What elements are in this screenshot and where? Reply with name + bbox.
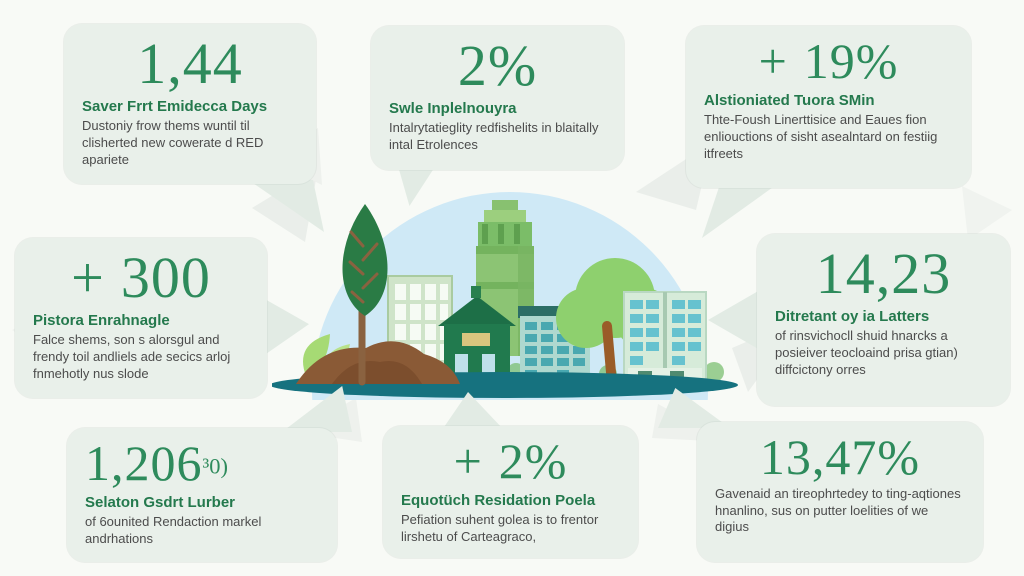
stat-desc: of rinsvichocll shuid hnarcks a posieive… (775, 328, 958, 377)
stat-number: 14,23 (815, 241, 952, 306)
pine-tree (342, 204, 388, 386)
stat-desc: Intalrytatieglity redfishelits in blaita… (389, 120, 599, 153)
stat-heading: Pistora Enrahnagle (33, 312, 170, 330)
stat-desc: Falce shems, son s alorsgul and frendy t… (33, 332, 231, 381)
stat-heading: Ditretant oy ia Latters (775, 308, 930, 326)
stat-bubble-bottom-right: 13,47% Gavenaid an tireophrtedey to ting… (697, 422, 983, 562)
stat-desc: Pefiation suhent golea is to frentor lir… (401, 512, 599, 544)
stat-bubble-bottom-center: +2% Equotüch Residation Poela Pefiation … (383, 426, 638, 558)
stat-desc: Thte-Foush Linerttisice and Eaues fion e… (704, 112, 938, 161)
stat-number: 13,47% (759, 429, 921, 485)
stat-number: 2% (457, 33, 538, 98)
stat-heading: Swle Inplelnouyra (389, 100, 517, 118)
stat-number: +2% (453, 433, 568, 489)
stat-heading: Alstioniated Tuora SMin (704, 92, 875, 109)
dirt-mound (296, 341, 460, 384)
stat-desc: of 6ounited Rendaction markel andrhation… (85, 514, 262, 546)
stat-bubble-top-right: +19% Alstioniated Tuora SMin Thte-Foush … (686, 26, 971, 188)
stat-bubble-top-center: 2% Swle Inplelnouyra Intalrytatieglity r… (371, 26, 624, 170)
stat-desc: Gavenaid an tireophrtedey to ting-aqtion… (715, 486, 961, 535)
stat-heading: Saver Frrt Emidecca Days (82, 98, 268, 116)
city-illustration (272, 192, 738, 400)
stat-number: 1,206³0) (85, 435, 228, 491)
stat-bubble-mid-right: 14,23 Ditretant oy ia Latters of rinsvic… (757, 234, 1010, 406)
stat-heading: Equotüch Residation Poela (401, 492, 596, 509)
stat-heading: Selaton Gsdrt Lurber (85, 494, 236, 511)
stat-desc: Dustoniy frow thems wuntil til clisherte… (82, 118, 264, 167)
stat-bubble-bottom-left: 1,206³0) Selaton Gsdrt Lurber of 6ounite… (67, 428, 337, 562)
right-apartment (623, 291, 707, 385)
stat-bubble-mid-left: +300 Pistora Enrahnagle Falce shems, son… (15, 238, 267, 398)
stat-number: +19% (758, 33, 899, 89)
stat-bubble-top-left: 1,44 Saver Frrt Emidecca Days Dustoniy f… (64, 24, 316, 184)
stat-number: 1,44 (137, 31, 243, 96)
stat-number: +300 (71, 245, 211, 310)
